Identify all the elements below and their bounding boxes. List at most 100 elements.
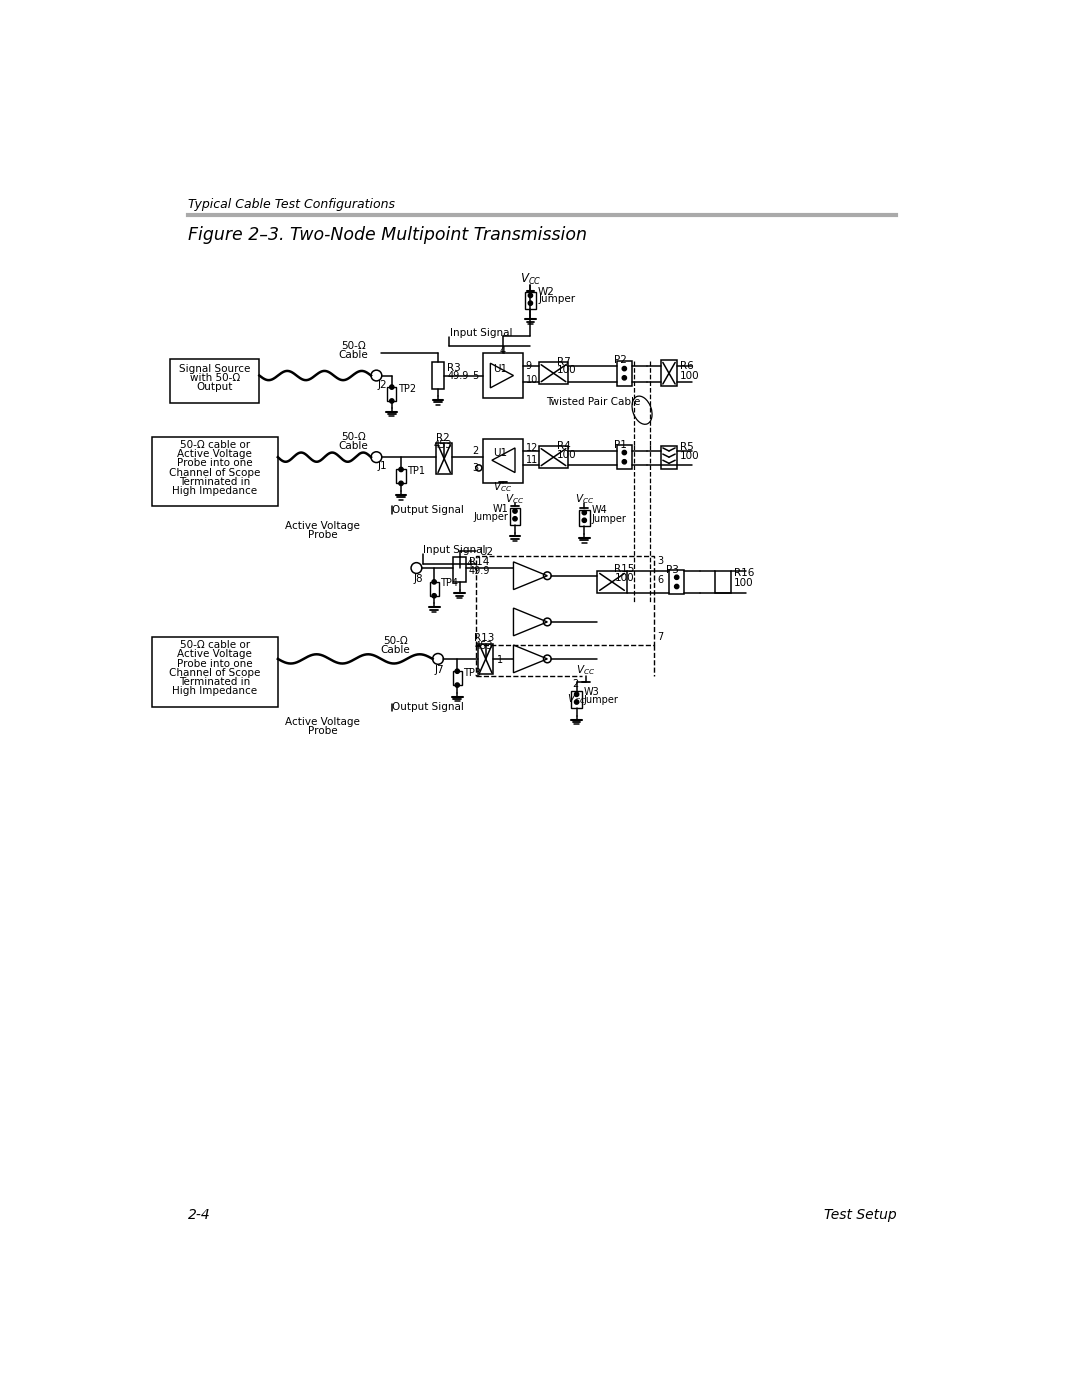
Bar xyxy=(715,571,730,592)
Text: TP4: TP4 xyxy=(441,578,458,588)
Circle shape xyxy=(390,398,394,404)
Text: R15: R15 xyxy=(613,564,634,574)
Text: 2: 2 xyxy=(572,679,578,689)
Bar xyxy=(432,362,444,388)
Text: P1: P1 xyxy=(613,440,626,450)
Text: 50-Ω: 50-Ω xyxy=(341,432,366,441)
Circle shape xyxy=(575,700,579,704)
Text: Cable: Cable xyxy=(338,349,368,360)
Bar xyxy=(661,360,677,387)
Circle shape xyxy=(528,300,532,306)
Text: 4: 4 xyxy=(500,346,505,356)
Bar xyxy=(483,439,523,483)
Text: P3: P3 xyxy=(666,564,679,574)
Text: 3: 3 xyxy=(658,556,663,566)
Bar xyxy=(669,570,685,594)
Text: Jumper: Jumper xyxy=(538,295,576,305)
Text: 2-4: 2-4 xyxy=(188,1208,211,1222)
Circle shape xyxy=(513,509,517,513)
Text: TP1: TP1 xyxy=(407,467,426,476)
Text: J2: J2 xyxy=(378,380,388,390)
Text: Output Signal: Output Signal xyxy=(392,701,463,711)
Text: R13: R13 xyxy=(474,633,495,643)
Bar xyxy=(430,583,438,595)
Text: Jumper: Jumper xyxy=(583,696,619,705)
Bar xyxy=(539,447,568,468)
Text: Terminated in: Terminated in xyxy=(179,476,251,486)
Circle shape xyxy=(622,460,626,464)
Circle shape xyxy=(675,576,679,580)
Text: Probe into one: Probe into one xyxy=(177,658,253,669)
Bar xyxy=(387,387,396,401)
Text: U1: U1 xyxy=(494,365,508,374)
Text: R7: R7 xyxy=(556,358,570,367)
Text: U2: U2 xyxy=(478,546,492,557)
Text: 11: 11 xyxy=(526,455,538,465)
Text: $V_{CC}$: $V_{CC}$ xyxy=(505,492,525,506)
Text: Jumper: Jumper xyxy=(591,514,626,524)
Bar xyxy=(170,359,259,404)
Circle shape xyxy=(582,518,586,522)
Text: 50-Ω: 50-Ω xyxy=(383,636,408,647)
Text: Test Setup: Test Setup xyxy=(824,1208,896,1222)
Bar xyxy=(476,556,653,645)
Text: Probe: Probe xyxy=(308,529,337,539)
Circle shape xyxy=(575,692,579,697)
Text: 50-Ω: 50-Ω xyxy=(341,341,366,351)
Text: High Impedance: High Impedance xyxy=(172,686,257,696)
Text: 100: 100 xyxy=(556,450,577,460)
Text: $V_{CC}$: $V_{CC}$ xyxy=(494,481,512,495)
Text: 453: 453 xyxy=(475,641,494,651)
Bar xyxy=(617,444,632,469)
Text: R6: R6 xyxy=(679,362,693,372)
Text: R14: R14 xyxy=(469,557,489,567)
Bar xyxy=(525,292,536,309)
Text: 50-Ω cable or: 50-Ω cable or xyxy=(179,640,249,650)
Circle shape xyxy=(513,517,517,521)
Circle shape xyxy=(432,594,436,598)
Text: Input Signal: Input Signal xyxy=(449,328,512,338)
Text: W2: W2 xyxy=(538,288,555,298)
Text: 7: 7 xyxy=(658,633,664,643)
Text: 49.9: 49.9 xyxy=(469,566,490,576)
Text: W4: W4 xyxy=(591,506,607,515)
Text: 100: 100 xyxy=(679,370,700,380)
Text: $V_{CC}$: $V_{CC}$ xyxy=(519,272,541,286)
Text: 100: 100 xyxy=(616,573,635,583)
Text: Active Voltage: Active Voltage xyxy=(177,448,252,460)
Text: R3: R3 xyxy=(447,363,461,373)
Bar xyxy=(436,443,451,474)
Text: Output Signal: Output Signal xyxy=(392,506,463,515)
Text: 100: 100 xyxy=(733,578,754,588)
Circle shape xyxy=(399,468,403,472)
Bar xyxy=(597,571,626,592)
Text: W3: W3 xyxy=(583,687,599,697)
Text: Input Signal: Input Signal xyxy=(422,545,485,555)
Text: Probe into one: Probe into one xyxy=(177,458,253,468)
Circle shape xyxy=(432,580,436,584)
Text: R4: R4 xyxy=(556,441,570,451)
Text: J8: J8 xyxy=(414,574,423,584)
Text: R5: R5 xyxy=(679,441,693,453)
Circle shape xyxy=(528,293,532,298)
Text: TP2: TP2 xyxy=(397,384,416,394)
Circle shape xyxy=(455,683,459,687)
Bar xyxy=(151,637,278,707)
Text: $V_{CC}$: $V_{CC}$ xyxy=(577,664,595,678)
Text: 9: 9 xyxy=(526,362,532,372)
Circle shape xyxy=(455,669,459,673)
Text: $V_{CC}$: $V_{CC}$ xyxy=(567,692,586,705)
Text: Typical Cable Test Configurations: Typical Cable Test Configurations xyxy=(188,198,395,211)
Bar xyxy=(151,437,278,507)
Circle shape xyxy=(622,376,626,380)
Text: U1: U1 xyxy=(494,447,508,458)
Text: 12: 12 xyxy=(526,443,538,453)
Circle shape xyxy=(622,366,626,370)
Text: Channel of Scope: Channel of Scope xyxy=(168,668,260,678)
Bar xyxy=(617,360,632,386)
Text: R16: R16 xyxy=(733,569,754,578)
Bar xyxy=(453,671,462,685)
Text: $V_{CC}$: $V_{CC}$ xyxy=(575,492,594,506)
Text: 100: 100 xyxy=(556,365,577,376)
Text: Figure 2–3. Two-Node Multipoint Transmission: Figure 2–3. Two-Node Multipoint Transmis… xyxy=(188,226,586,244)
